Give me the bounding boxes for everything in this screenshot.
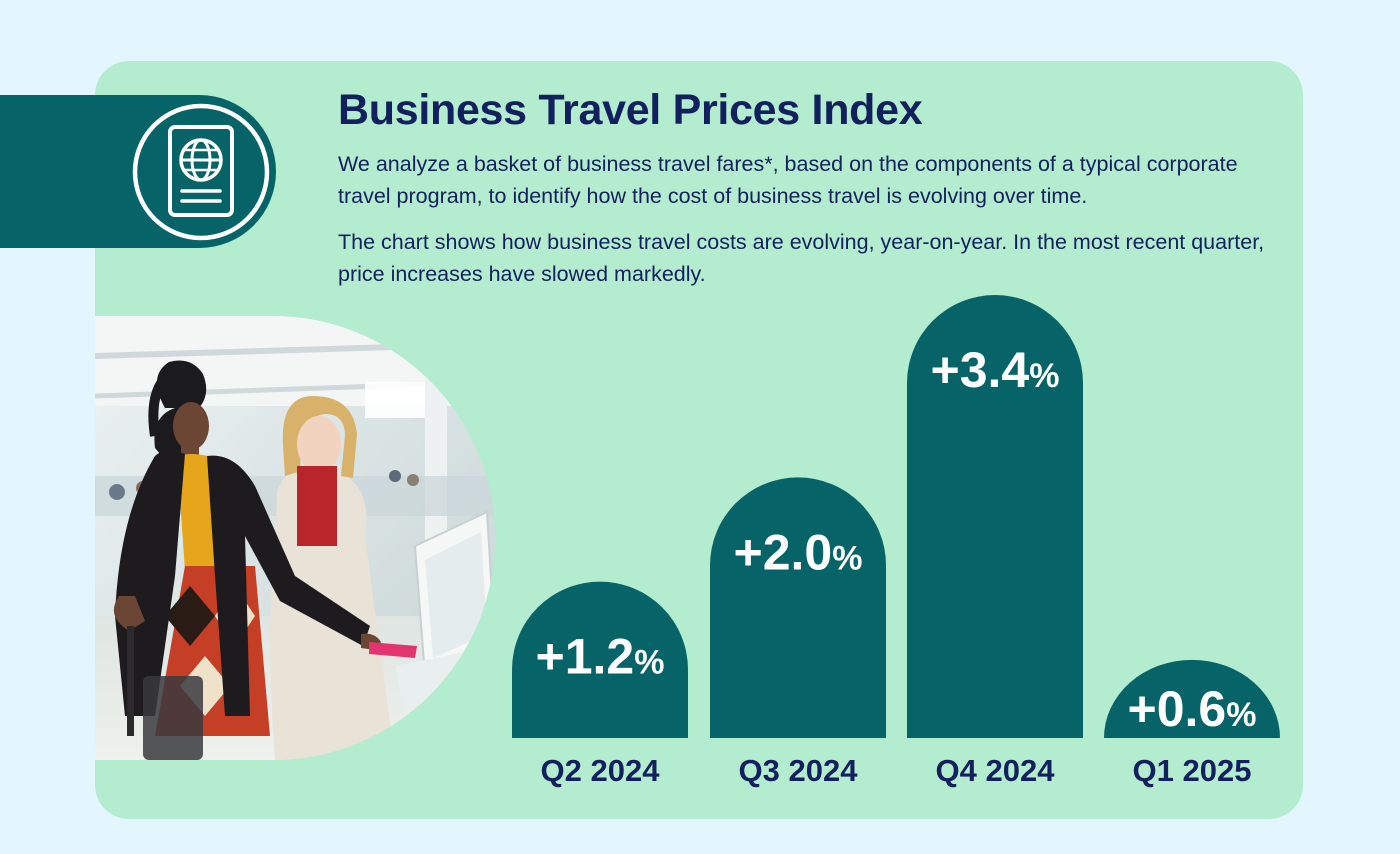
bar-value-unit: % — [1029, 357, 1059, 395]
bar-value-number: +3.4 — [931, 342, 1030, 398]
bar-value-number: +1.2 — [536, 629, 635, 685]
category-label: Q1 2025 — [1133, 753, 1252, 788]
bar-value-unit: % — [1226, 696, 1256, 734]
bar — [710, 477, 886, 738]
category-label: Q2 2024 — [541, 753, 661, 788]
bar-value-label: +2.0% — [734, 524, 863, 580]
bar-value-unit: % — [634, 644, 664, 682]
page-title: Business Travel Prices Index — [338, 86, 923, 134]
category-label: Q4 2024 — [936, 753, 1056, 788]
bar — [512, 581, 688, 738]
category-label: Q3 2024 — [739, 753, 859, 788]
bar-value-number: +0.6 — [1128, 681, 1227, 737]
bar — [907, 295, 1083, 738]
bar-value-unit: % — [832, 539, 862, 577]
intro-paragraph: We analyze a basket of business travel f… — [338, 152, 1238, 208]
bar-group: +0.6% Q1 2025 — [1104, 659, 1280, 788]
chart-description: The chart shows how business travel cost… — [338, 230, 1265, 286]
passport-icon — [132, 103, 270, 241]
bar-group: +3.4% Q4 2024 — [907, 295, 1083, 788]
bar-group: +2.0% Q3 2024 — [710, 477, 886, 788]
airport-photo — [95, 316, 495, 760]
bar-value-label: +1.2% — [536, 629, 665, 685]
bar-value-label: +3.4% — [931, 342, 1060, 398]
bar-value-label: +0.6% — [1128, 681, 1257, 737]
bar — [1104, 659, 1280, 738]
bar-group: +1.2% Q2 2024 — [512, 581, 688, 788]
bar-value-number: +2.0 — [734, 524, 833, 580]
